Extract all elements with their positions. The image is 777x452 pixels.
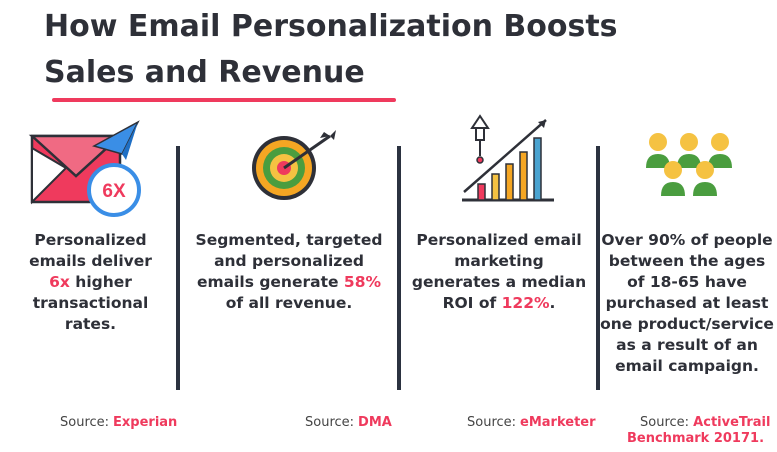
source-link-emarketer[interactable]: eMarketer xyxy=(520,415,596,430)
title-underline xyxy=(52,98,396,102)
source-experian: Source: Experian xyxy=(60,415,178,430)
growth-chart-icon xyxy=(462,114,554,202)
title-line-1: How Email Personalization Boosts xyxy=(44,9,618,44)
source-dma: Source: DMA xyxy=(305,415,392,430)
source-link-activetrail[interactable]: ActiveTrail xyxy=(693,415,771,430)
stat-text-experian: Personalized emails deliver 6x higher tr… xyxy=(29,231,152,333)
stat-text-dma: Segmented, targeted and personalized ema… xyxy=(195,231,383,312)
source-link-experian[interactable]: Experian xyxy=(113,415,178,430)
column-divider xyxy=(397,146,401,390)
source-link-activetrail-line2[interactable]: Benchmark 20171. xyxy=(627,431,765,446)
stat-text-activetrail: Over 90% of people between the ages of 1… xyxy=(600,231,774,375)
page-title: How Email Personalization Boosts Sales a… xyxy=(44,4,684,96)
email-envelope-icon: 6X xyxy=(28,120,141,217)
title-line-2: Sales and Revenue xyxy=(44,55,365,90)
source-emarketer: Source: eMarketer xyxy=(467,415,596,430)
source-activetrail: Source: ActiveTrail Benchmark 20171. xyxy=(627,415,771,446)
column-divider xyxy=(596,146,600,390)
stat-text-emarketer: Personalized email marketing generates a… xyxy=(411,231,587,312)
people-group-icon xyxy=(646,133,732,196)
six-x-badge: 6X xyxy=(102,181,126,202)
source-link-dma[interactable]: DMA xyxy=(358,415,392,430)
target-arrow-icon xyxy=(252,130,336,200)
column-divider xyxy=(176,146,180,390)
